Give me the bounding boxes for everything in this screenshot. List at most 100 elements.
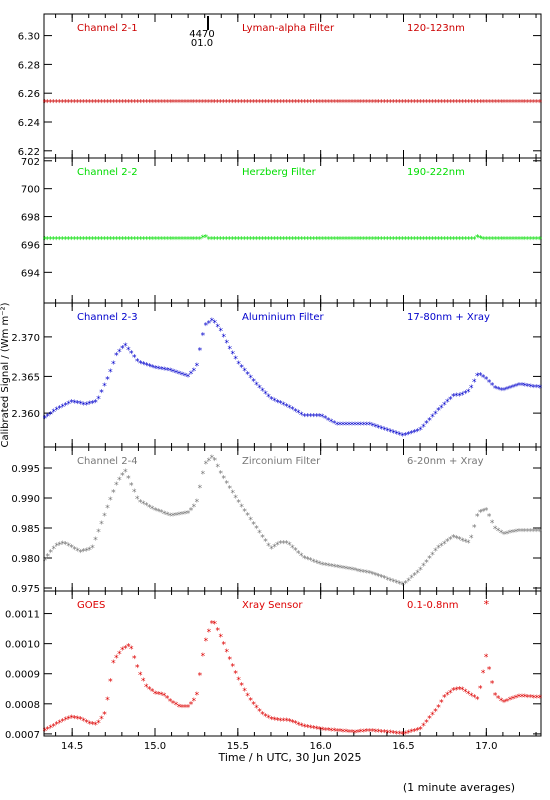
data-point: * (511, 235, 516, 245)
data-point: * (457, 98, 462, 108)
data-point: * (305, 412, 310, 422)
data-point: * (451, 235, 456, 245)
data-point: * (66, 715, 71, 725)
data-point: * (57, 719, 62, 729)
data-point: * (535, 98, 540, 108)
x-tick-label: 15.0 (144, 741, 166, 752)
data-point: * (78, 98, 83, 108)
data-point: * (224, 648, 229, 658)
data-point: * (263, 712, 268, 722)
data-point: * (365, 235, 370, 245)
data-point: * (147, 362, 152, 372)
data-point: * (84, 719, 89, 729)
data-point: * (311, 98, 316, 108)
data-point: * (99, 715, 104, 725)
data-point: * (198, 347, 203, 357)
data-point: * (287, 404, 292, 414)
data-point: * (466, 98, 471, 108)
data-point: * (421, 722, 426, 732)
data-point: * (299, 98, 304, 108)
data-point: * (99, 98, 104, 108)
data-point: * (299, 411, 304, 421)
data-point: * (210, 98, 215, 108)
data-point: * (448, 235, 453, 245)
panel-frame (43, 590, 542, 737)
data-point: * (409, 574, 414, 584)
data-point: * (475, 98, 480, 108)
channel-label: Channel 2-3 (77, 312, 138, 323)
data-point: * (403, 730, 408, 740)
data-point: * (177, 703, 182, 713)
data-point: * (260, 711, 265, 721)
data-point: * (257, 529, 262, 539)
data-point: * (216, 323, 221, 333)
data-point: * (374, 728, 379, 738)
data-point: * (439, 698, 444, 708)
y-tick-label: 0.0010 (5, 640, 40, 651)
data-point: * (296, 98, 301, 108)
data-point: * (439, 235, 444, 245)
data-point: * (335, 98, 340, 108)
data-point: * (469, 235, 474, 245)
data-point: * (46, 235, 51, 245)
data-point: * (386, 576, 391, 586)
data-point: * (180, 98, 185, 108)
data-point: * (365, 728, 370, 738)
data-point: * (204, 321, 209, 331)
data-point: * (520, 98, 525, 108)
data-point: * (463, 538, 468, 548)
data-point: * (52, 545, 57, 555)
data-point: * (141, 360, 146, 370)
data-point: * (216, 627, 221, 637)
data-point: * (93, 721, 98, 731)
y-tick-label: 2.370 (11, 333, 40, 344)
data-point: * (138, 235, 143, 245)
data-point: * (314, 412, 319, 422)
data-point: * (424, 420, 429, 430)
data-point: * (421, 562, 426, 572)
data-point: * (156, 690, 161, 700)
data-point: * (186, 703, 191, 713)
data-point: * (400, 432, 405, 442)
data-point: * (236, 676, 241, 686)
data-point: * (177, 370, 182, 380)
data-point: * (174, 235, 179, 245)
band-label: 0.1-0.8nm (407, 600, 459, 611)
data-point: * (514, 235, 519, 245)
data-point: * (275, 235, 280, 245)
data-point: * (201, 234, 206, 244)
data-point: * (323, 726, 328, 736)
data-point: * (186, 235, 191, 245)
data-point: * (293, 547, 298, 557)
data-point: * (141, 500, 146, 510)
data-point: * (254, 704, 259, 714)
data-point: * (227, 484, 232, 494)
data-point: * (135, 98, 140, 108)
data-point: * (511, 695, 516, 705)
data-point: * (487, 98, 492, 108)
data-point: * (46, 725, 51, 735)
x-tick-label: 17.0 (475, 741, 497, 752)
data-point: * (69, 235, 74, 245)
data-point: * (487, 379, 492, 389)
data-point: * (120, 98, 125, 108)
y-tick-label: 0.0009 (5, 670, 40, 681)
data-point: * (189, 370, 194, 380)
data-point: * (403, 580, 408, 590)
data-point: * (183, 98, 188, 108)
data-point: * (269, 715, 274, 725)
data-point: * (210, 317, 215, 327)
data-point: * (239, 235, 244, 245)
data-point: * (55, 406, 60, 416)
data-point: * (421, 98, 426, 108)
data-point: * (403, 235, 408, 245)
data-point: * (296, 409, 301, 419)
data-point: * (272, 397, 277, 407)
data-point: * (317, 726, 322, 736)
data-point: * (409, 728, 414, 738)
data-point: * (239, 503, 244, 513)
data-point: * (478, 509, 483, 519)
data-point: * (213, 620, 218, 630)
data-point: * (362, 421, 367, 431)
